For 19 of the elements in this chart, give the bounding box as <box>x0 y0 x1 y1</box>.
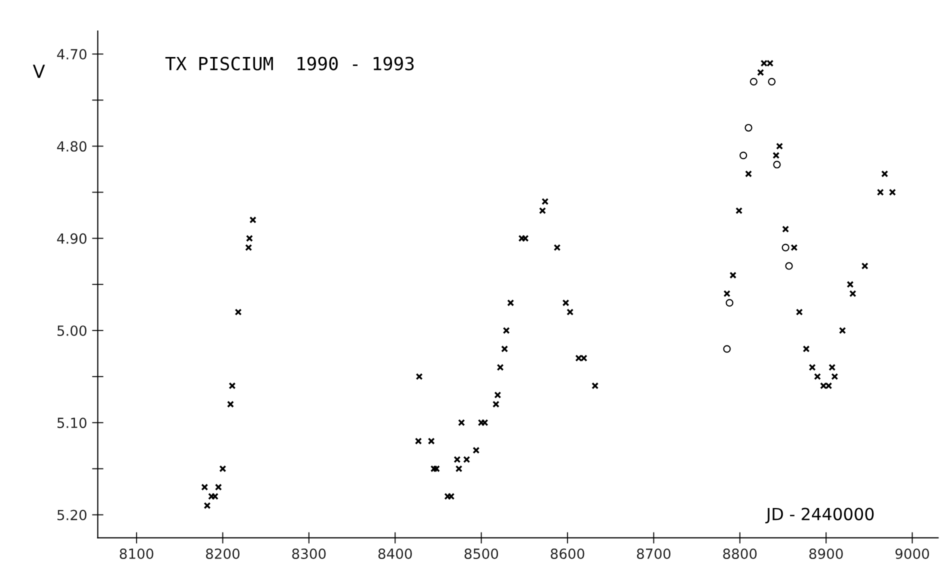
x-tick-label: 8600 <box>550 548 584 560</box>
y-axis-title: V <box>32 64 45 78</box>
y-tick-label: 5.00 <box>57 325 86 336</box>
x-tick-label: 8700 <box>636 548 670 560</box>
x-tick-label: 8200 <box>206 548 240 560</box>
x-tick-label: 8400 <box>378 548 412 560</box>
x-tick-label: 8300 <box>292 548 326 560</box>
y-tick-label: 5.10 <box>57 418 86 428</box>
x-tick-label: 8800 <box>723 548 757 560</box>
y-tick-label: 4.70 <box>57 49 86 60</box>
text: TX PISCIUM 1990 - 1993 <box>165 56 414 70</box>
x-tick-label: 8900 <box>809 548 843 560</box>
y-tick-label: 4.90 <box>57 233 86 244</box>
x-tick-label: 8500 <box>464 548 498 560</box>
x-axis-title: JD - 2440000 <box>765 508 874 524</box>
y-tick-label: 4.80 <box>57 141 86 152</box>
x-tick-label: 8100 <box>120 548 154 560</box>
y-tick-label: 5.20 <box>57 510 86 520</box>
x-tick-label: 9000 <box>895 548 930 560</box>
